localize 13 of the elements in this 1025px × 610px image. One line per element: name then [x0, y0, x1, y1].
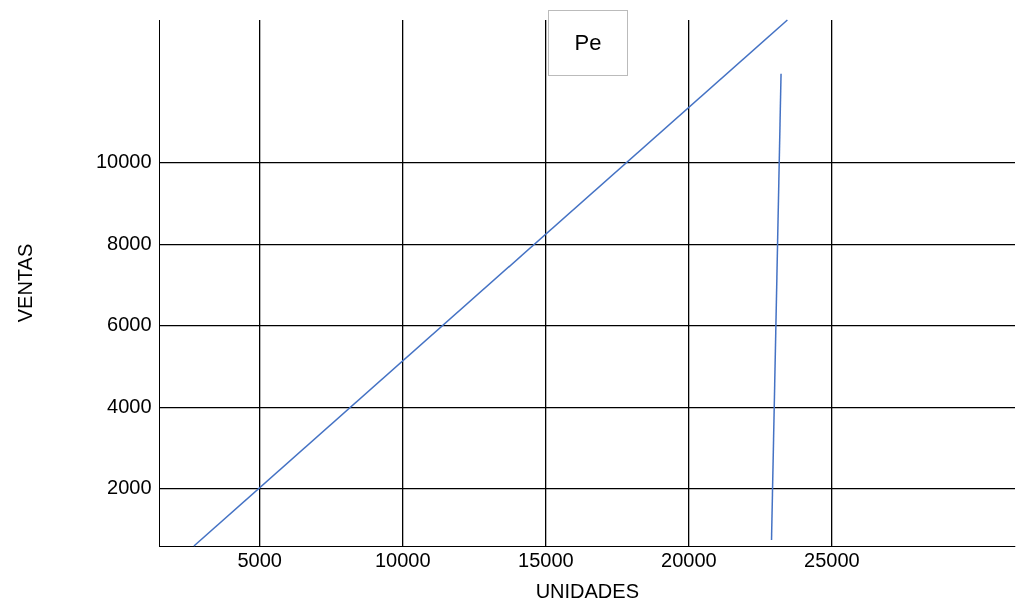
- y-tick-label: 2000: [107, 476, 152, 499]
- x-tick-label: 5000: [237, 548, 282, 571]
- x-tick-label: 20000: [661, 548, 717, 571]
- annotation: Pe: [548, 10, 628, 76]
- y-tick-label: 8000: [107, 231, 152, 254]
- y-tick-label: 4000: [107, 394, 152, 417]
- x-tick-label: 10000: [374, 548, 431, 571]
- x-axis-title: UNIDADES: [535, 579, 639, 602]
- y-tick-label: 6000: [107, 313, 152, 336]
- y-tick-label: 10000: [95, 150, 152, 173]
- x-tick-label: 15000: [518, 548, 574, 571]
- y-axis-title: VENTAS: [13, 243, 36, 323]
- x-tick-label: 25000: [804, 548, 860, 571]
